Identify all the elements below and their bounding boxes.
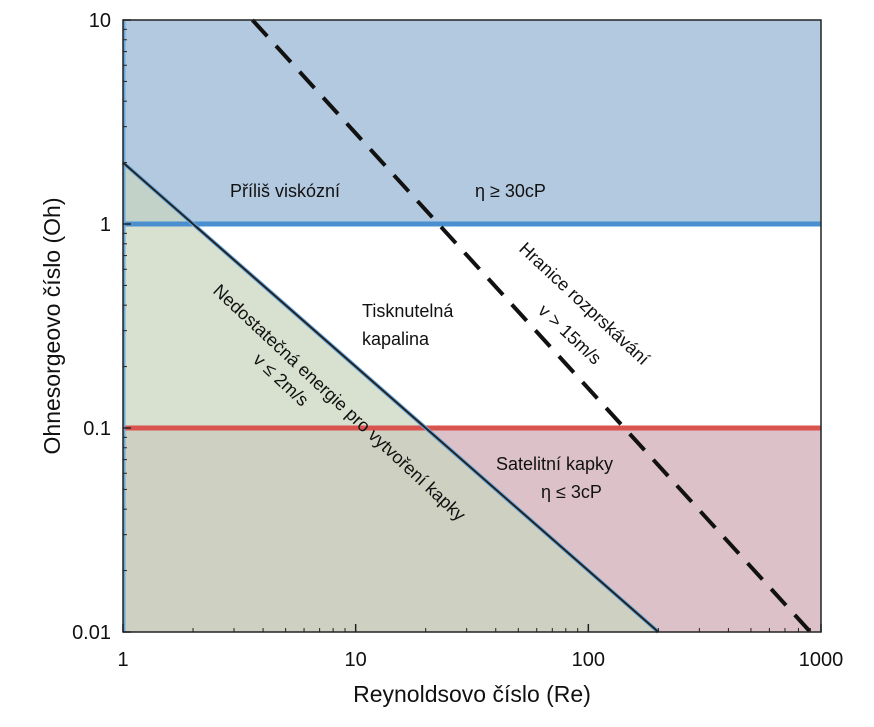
x-tick-label: 1000 (799, 649, 844, 671)
x-tick-label: 100 (572, 649, 605, 671)
x-tick-label: 1 (117, 649, 128, 671)
y-tick-label: 10 (89, 10, 111, 32)
label-too-viscous-condition: η ≥ 30cP (475, 181, 546, 201)
boundary-line-insufficient-energy (122, 161, 660, 633)
label-printable-line1: Tisknutelná (362, 301, 454, 321)
region-too-viscous (123, 20, 821, 224)
y-tick-label: 0.01 (72, 622, 111, 644)
y-tick-label: 0.1 (83, 418, 111, 440)
x-tick-label: 10 (345, 649, 367, 671)
label-satellite: Satelitní kapky (496, 454, 613, 474)
label-too-viscous: Příliš viskózní (230, 181, 340, 201)
y-tick-label: 1 (100, 214, 111, 236)
chart-boundary-lines (121, 18, 821, 634)
chart-regions (123, 20, 821, 632)
label-printable-line2: kapalina (362, 329, 430, 349)
plot-frame (122, 19, 822, 633)
label-satellite-condition: η ≤ 3cP (541, 482, 602, 502)
y-axis-title: Ohnesorgeovo číslo (Oh) (39, 198, 65, 455)
axis-ticks: 1 10 100 1000 0.01 0.1 1 10 (72, 10, 843, 671)
x-axis-title: Reynoldsovo číslo (Re) (353, 681, 591, 707)
